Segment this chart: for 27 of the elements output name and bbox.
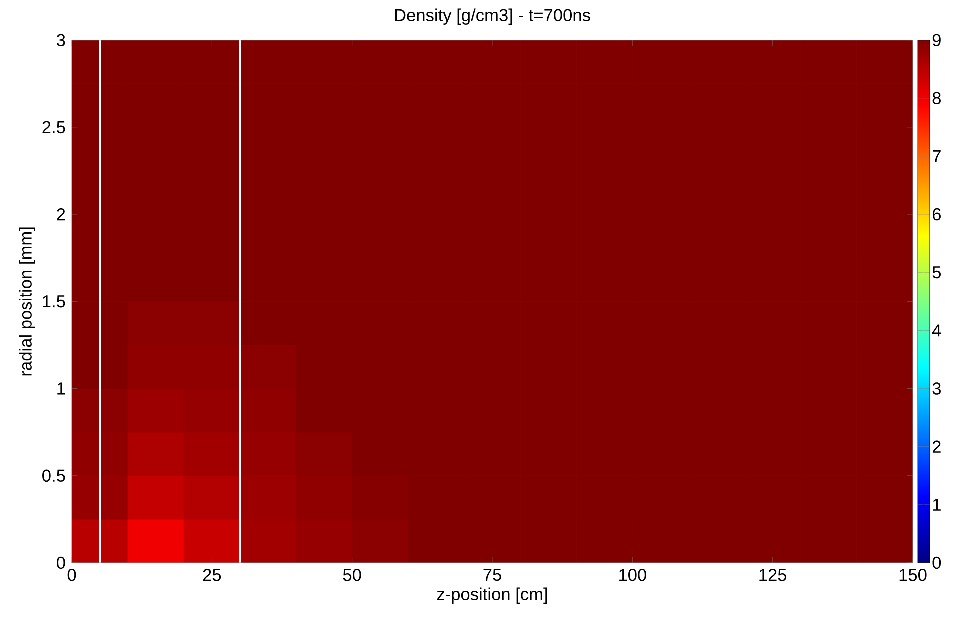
y-tick-label: 0.5 (42, 470, 66, 482)
color-bar-label: 4 (932, 324, 942, 337)
y-tick-label: 1 (58, 382, 66, 395)
color-bar-label: 3 (932, 382, 941, 395)
y-tick-label: 1.5 (43, 296, 66, 308)
x-tick-label: 0 (68, 569, 76, 582)
y-axis-title: radial position [mm] (19, 228, 36, 376)
color-bar-label: 7 (932, 150, 941, 162)
x-tick-label: 150 (900, 569, 927, 582)
y-tick-label: 2 (57, 208, 66, 221)
color-bar-label: 2 (932, 440, 941, 453)
x-tick-label: 50 (343, 569, 362, 582)
x-tick-label: 125 (760, 569, 787, 582)
color-bar-label: 6 (932, 208, 941, 221)
x-tick-label: 25 (203, 569, 222, 582)
y-tick-label: 3 (56, 34, 66, 46)
color-bar-label: 0 (932, 556, 942, 570)
color-bar-label: 1 (933, 498, 941, 511)
color-bar-label: 5 (932, 266, 941, 279)
x-tick-label: 100 (620, 569, 646, 582)
color-bar-label: 9 (932, 34, 941, 46)
y-tick-label: 2.5 (42, 121, 66, 134)
chart-title: Density [g/cm3] - t=700ns (395, 8, 590, 25)
y-tick-label: 0 (56, 556, 66, 570)
x-axis-title: z-position [cm] (437, 588, 548, 604)
color-bar-label: 8 (932, 92, 941, 105)
x-tick-label: 75 (484, 569, 502, 582)
